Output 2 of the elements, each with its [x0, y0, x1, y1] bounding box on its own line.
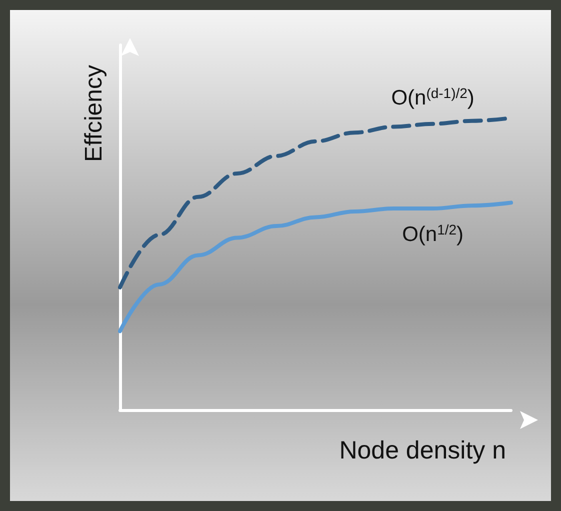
y-axis-title: Effciency [80, 65, 108, 162]
x-axis-title: Node density n [339, 436, 506, 464]
